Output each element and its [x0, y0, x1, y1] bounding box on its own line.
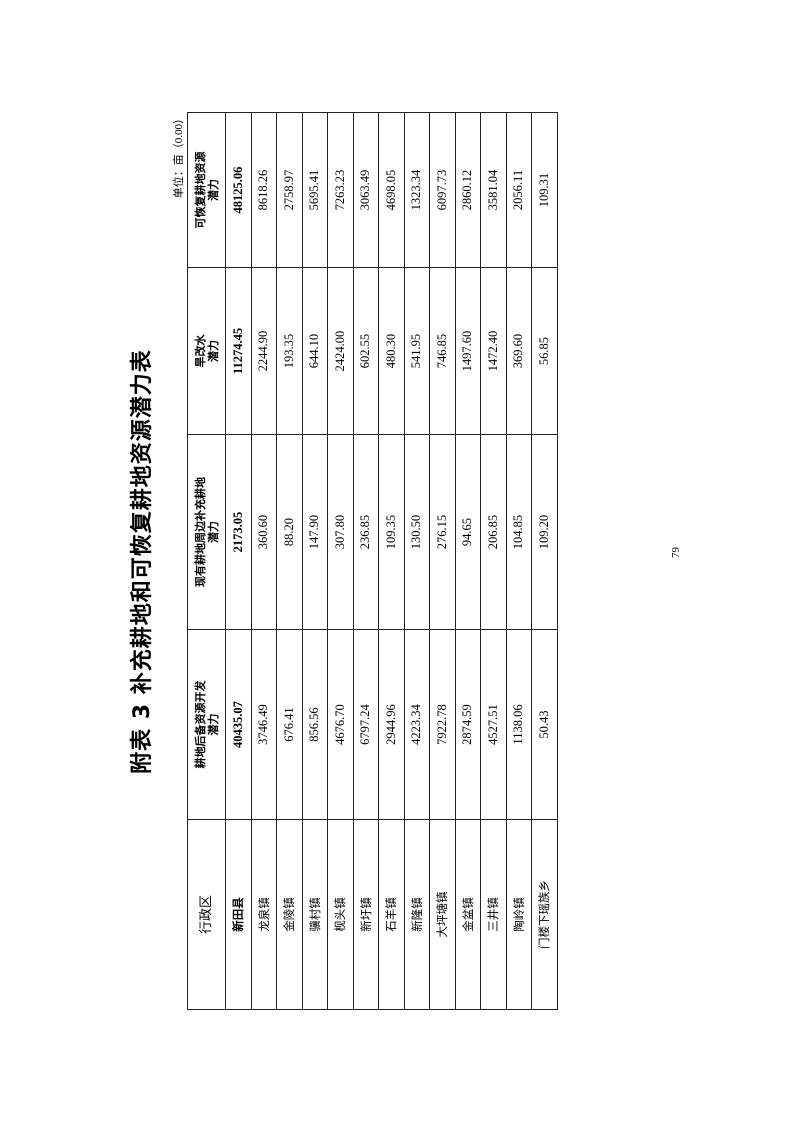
value-cell: 2173.05: [225, 434, 251, 630]
header-surrounding: 现有耕地周边补充耕地 潜力: [187, 434, 226, 630]
value-cell: 3063.49: [353, 112, 379, 268]
value-cell: 109.31: [531, 112, 557, 268]
table-row: 新田县 40435.07 2173.05 11274.45 48125.06: [225, 112, 251, 1010]
header-label: 行政区: [199, 895, 214, 935]
header-label: 潜力: [206, 340, 220, 362]
value-cell: 3746.49: [251, 629, 277, 820]
value-cell: 130.50: [404, 434, 430, 630]
value-cell: 369.60: [506, 267, 532, 435]
district-name-cell: 石羊镇: [378, 819, 404, 1010]
table-row: 新隆镇 4223.34 130.50 541.95 1323.34: [404, 112, 430, 1010]
value-cell: 94.65: [455, 434, 481, 630]
district-name-cell: 金陵镇: [276, 819, 302, 1010]
district-name-cell: 三井镇: [480, 819, 506, 1010]
value-cell: 2424.00: [327, 267, 353, 435]
table-row: 骥村镇 856.56 147.90 644.10 5695.41: [302, 112, 328, 1010]
district-name-cell: 新圩镇: [353, 819, 379, 1010]
value-cell: 6097.73: [429, 112, 455, 268]
table-row: 陶岭镇 1138.06 104.85 369.60 2056.11: [506, 112, 532, 1010]
table-title: 附表 3 补充耕地和可恢复耕地资源潜力表: [130, 349, 155, 774]
table-row: 大坪塘镇 7922.78 276.15 746.85 6097.73: [429, 112, 455, 1010]
header-label: 耕地后备资源开发: [193, 680, 207, 769]
header-recoverable: 可恢复耕地资源 潜力: [187, 112, 226, 268]
value-cell: 4527.51: [480, 629, 506, 820]
header-label: 潜力: [206, 521, 220, 543]
value-cell: 5695.41: [302, 112, 328, 268]
value-cell: 109.20: [531, 434, 557, 630]
header-label: 潜力: [206, 713, 220, 736]
value-cell: 480.30: [378, 267, 404, 435]
value-cell: 360.60: [251, 434, 277, 630]
district-name-cell: 门楼下瑶族乡: [531, 819, 557, 1010]
table-row: 新圩镇 6797.24 236.85 602.55 3063.49: [353, 112, 379, 1010]
value-cell: 307.80: [327, 434, 353, 630]
district-name-cell: 陶岭镇: [506, 819, 532, 1010]
district-name-cell: 大坪塘镇: [429, 819, 455, 1010]
value-cell: 2758.97: [276, 112, 302, 268]
page-number: 79: [670, 547, 682, 558]
value-cell: 50.43: [531, 629, 557, 820]
value-cell: 40435.07: [225, 629, 251, 820]
value-cell: 48125.06: [225, 112, 251, 268]
value-cell: 2056.11: [506, 112, 532, 268]
value-cell: 2874.59: [455, 629, 481, 820]
value-cell: 2244.90: [251, 267, 277, 435]
value-cell: 541.95: [404, 267, 430, 435]
value-cell: 276.15: [429, 434, 455, 630]
table-row: 枧头镇 4676.70 307.80 2424.00 7263.23: [327, 112, 353, 1010]
header-reserve-dev: 耕地后备资源开发 潜力: [187, 629, 226, 820]
header-label: 旱改水: [193, 334, 207, 368]
district-name-cell: 金盆镇: [455, 819, 481, 1010]
value-cell: 1472.40: [480, 267, 506, 435]
value-cell: 4676.70: [327, 629, 353, 820]
value-cell: 1138.06: [506, 629, 532, 820]
header-district: 行政区: [187, 819, 226, 1010]
value-cell: 1323.34: [404, 112, 430, 268]
value-cell: 3581.04: [480, 112, 506, 268]
value-cell: 7263.23: [327, 112, 353, 268]
table-row: 金盆镇 2874.59 94.65 1497.60 2860.12: [455, 112, 481, 1010]
district-name-cell: 骥村镇: [302, 819, 328, 1010]
value-cell: 147.90: [302, 434, 328, 630]
value-cell: 193.35: [276, 267, 302, 435]
header-label: 可恢复耕地资源: [193, 151, 207, 229]
value-cell: 856.56: [302, 629, 328, 820]
value-cell: 1497.60: [455, 267, 481, 435]
value-cell: 7922.78: [429, 629, 455, 820]
value-cell: 4223.34: [404, 629, 430, 820]
header-row: 行政区 耕地后备资源开发 潜力 现有耕地周边补充耕地 潜力 旱改水 潜力 可恢复耕地资…: [187, 112, 226, 1010]
value-cell: 88.20: [276, 434, 302, 630]
value-cell: 206.85: [480, 434, 506, 630]
value-cell: 4698.05: [378, 112, 404, 268]
value-cell: 109.35: [378, 434, 404, 630]
value-cell: 104.85: [506, 434, 532, 630]
value-cell: 676.41: [276, 629, 302, 820]
table-row: 金陵镇 676.41 88.20 193.35 2758.97: [276, 112, 302, 1010]
value-cell: 6797.24: [353, 629, 379, 820]
table-row: 门楼下瑶族乡 50.43 109.20 56.85 109.31: [531, 112, 557, 1010]
value-cell: 8618.26: [251, 112, 277, 268]
value-cell: 644.10: [302, 267, 328, 435]
table-row: 三井镇 4527.51 206.85 1472.40 3581.04: [480, 112, 506, 1010]
header-label: 现有耕地周边补充耕地: [193, 477, 207, 587]
header-dry-to-paddy: 旱改水 潜力: [187, 267, 226, 435]
value-cell: 2944.96: [378, 629, 404, 820]
district-name-cell: 枧头镇: [327, 819, 353, 1010]
table-row: 石羊镇 2944.96 109.35 480.30 4698.05: [378, 112, 404, 1010]
unit-note: 单位：亩（0.00）: [173, 113, 185, 199]
district-name-cell: 龙泉镇: [251, 819, 277, 1010]
value-cell: 746.85: [429, 267, 455, 435]
value-cell: 56.85: [531, 267, 557, 435]
table-row: 龙泉镇 3746.49 360.60 2244.90 8618.26: [251, 112, 277, 1010]
value-cell: 602.55: [353, 267, 379, 435]
header-label: 潜力: [206, 179, 220, 201]
district-name-cell: 新隆镇: [404, 819, 430, 1010]
value-cell: 11274.45: [225, 267, 251, 435]
value-cell: 236.85: [353, 434, 379, 630]
district-name-cell: 新田县: [225, 819, 251, 1010]
resource-potential-table: 行政区 耕地后备资源开发 潜力 现有耕地周边补充耕地 潜力 旱改水 潜力 可恢复耕地资…: [187, 112, 558, 1010]
value-cell: 2860.12: [455, 112, 481, 268]
